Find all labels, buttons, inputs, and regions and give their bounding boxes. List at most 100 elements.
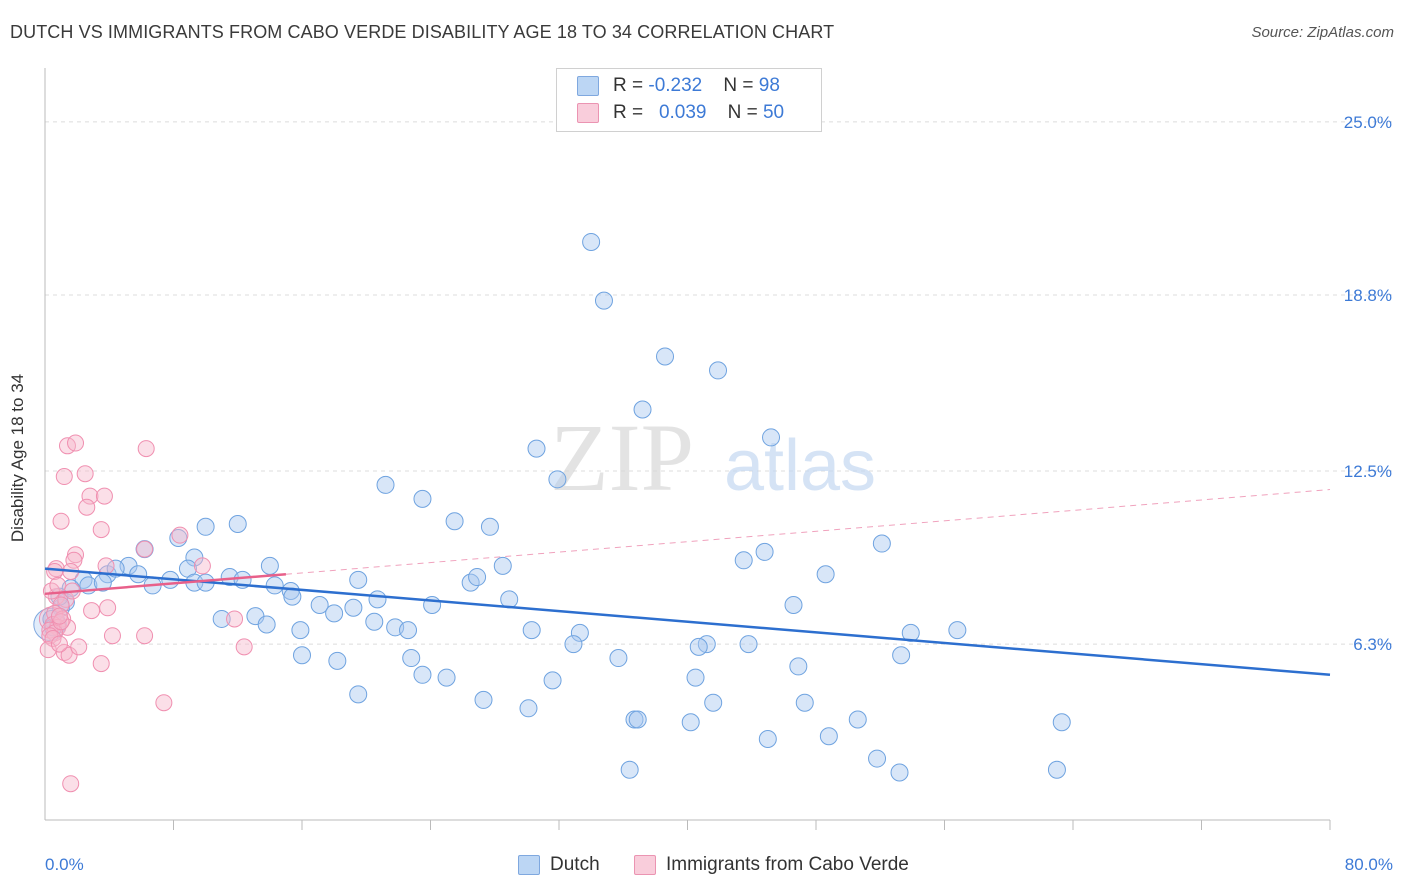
n-value-cabo: 50 [762,102,785,123]
series-cabo-points [38,434,253,793]
dutch-legend-swatch [518,855,540,875]
dutch-point [762,428,781,447]
cabo-point [49,576,67,594]
cabo-point [97,557,115,575]
legend-item-dutch: Dutch [518,852,600,878]
dutch-point [758,730,777,749]
dutch-point [686,668,705,687]
cabo-point [136,627,154,645]
dutch-point [519,699,538,718]
cabo-trend-line [44,573,287,596]
dutch-point [260,556,279,575]
cabo-point [39,641,57,659]
dutch-point [493,556,512,575]
dutch-point [755,542,774,561]
cabo-point [155,694,173,712]
cabo-trend-extension [285,489,1331,575]
cabo-point [50,607,68,625]
cabo-point [99,599,117,617]
cabo-point [60,646,78,664]
dutch-point [564,635,583,654]
legend-label-cabo: Immigrants from Cabo Verde [666,854,909,875]
cabo-point [65,551,83,569]
cabo-point [76,465,94,483]
dutch-point [402,649,421,668]
cabo-point [95,487,113,505]
dutch-point [344,598,363,617]
dutch-point [609,649,628,668]
cabo-point [54,610,72,628]
dutch-point [310,595,329,614]
dutch-point [368,590,387,609]
r-value-dutch: -0.232 [648,75,703,96]
cabo-point [92,655,110,673]
cabo-point [83,602,101,620]
dutch-point [704,693,723,712]
dutch-swatch [577,76,599,96]
dutch-point [656,347,675,366]
cabo-point [70,638,88,656]
tick-labels: 6.3% 12.5% 18.8% 25.0% 0.0% 80.0% [45,113,1393,874]
y-tick-label: 6.3% [1353,635,1392,654]
dutch-point [784,595,803,614]
dutch-point [819,727,838,746]
n-label: N = [723,75,759,96]
legend-label-dutch: Dutch [550,854,600,875]
dutch-point [527,439,546,458]
cabo-point [42,582,60,600]
dutch-point [413,665,432,684]
r-label: R = [613,75,649,96]
cabo-point [44,629,62,647]
stats-legend: R = -0.232 N = 98 R = 0.039 N = 50 [556,68,822,132]
cabo-point [46,562,64,580]
stats-row-cabo: R = 0.039 N = 50 [577,100,785,126]
dutch-point [376,475,395,494]
cabo-point [103,627,121,645]
legend-item-cabo: Immigrants from Cabo Verde [634,852,909,878]
dutch-point [445,512,464,531]
watermark: ZIP atlas [550,404,876,511]
dutch-point [1047,760,1066,779]
cabo-point [92,521,110,539]
dutch-point [709,361,728,380]
dutch-point [848,710,867,729]
dutch-point [349,685,368,704]
n-label: N = [727,102,763,123]
dutch-trend-line [44,567,1331,677]
dutch-point [293,646,311,665]
cabo-point [136,540,154,558]
cabo-point [137,440,155,458]
dutch-point [890,763,909,782]
cabo-point [41,627,59,645]
cabo-point [193,557,211,575]
dutch-point [169,528,188,547]
cabo-point [55,468,73,486]
cabo-point [62,775,80,793]
dutch-point [474,690,493,709]
source-label: Source: ZipAtlas.com [1251,24,1394,41]
cabo-point [235,638,253,656]
cabo-point [67,434,85,452]
cabo-point [52,512,70,530]
stats-row-dutch: R = -0.232 N = 98 [577,73,780,99]
dutch-point [291,621,310,640]
dutch-point [892,646,911,665]
dutch-point [689,637,708,656]
y-tick-label: 25.0% [1344,113,1392,132]
cabo-legend-swatch [634,855,656,875]
watermark-atlas: atlas [724,426,876,506]
r-value-cabo: 0.039 [658,102,707,123]
cabo-point [55,643,73,661]
r-label: R = [613,102,649,123]
dutch-point [468,568,487,587]
dutch-point [633,400,652,419]
dutch-point [257,615,276,634]
dutch-point [522,621,541,640]
dutch-point [868,749,887,768]
dutch-point [872,534,891,553]
dutch-point [413,489,432,508]
dutch-point [548,470,567,489]
dutch-point [628,710,647,729]
y-tick-label: 18.8% [1344,286,1392,305]
